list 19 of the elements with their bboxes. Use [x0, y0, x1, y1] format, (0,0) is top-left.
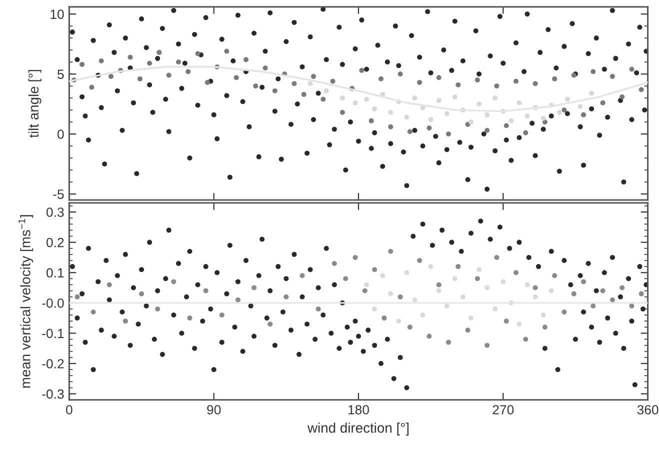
y-tick-label: -0.2	[42, 359, 64, 368]
y-tick-label: 5	[58, 70, 64, 79]
y-tick-label: 0.1	[46, 268, 64, 278]
x-tick-label: 180	[348, 405, 369, 414]
y-tick-label: -0.0	[42, 298, 64, 308]
y-tick-label: -0.3	[42, 389, 64, 399]
x-tick-label: 360	[637, 405, 658, 414]
y-tick-label: -0.1	[42, 328, 64, 338]
y-tick-label: 0.3	[46, 208, 64, 217]
x-axis-title: wind direction [°]	[307, 422, 409, 436]
y-tick-label: 10	[50, 10, 64, 19]
y-tick-label: 0	[58, 130, 64, 139]
x-tick-label: 90	[207, 405, 221, 414]
x-tick-label: 270	[492, 405, 514, 414]
y-axis-title: tilt angle [°]	[28, 70, 42, 138]
y-tick-label: 0.2	[46, 238, 64, 248]
x-tick-label: 0	[66, 405, 72, 414]
y-tick-label: -5	[53, 190, 64, 199]
y-axis-title: mean vertical velocity [ms$^{−1}$]	[18, 215, 34, 388]
